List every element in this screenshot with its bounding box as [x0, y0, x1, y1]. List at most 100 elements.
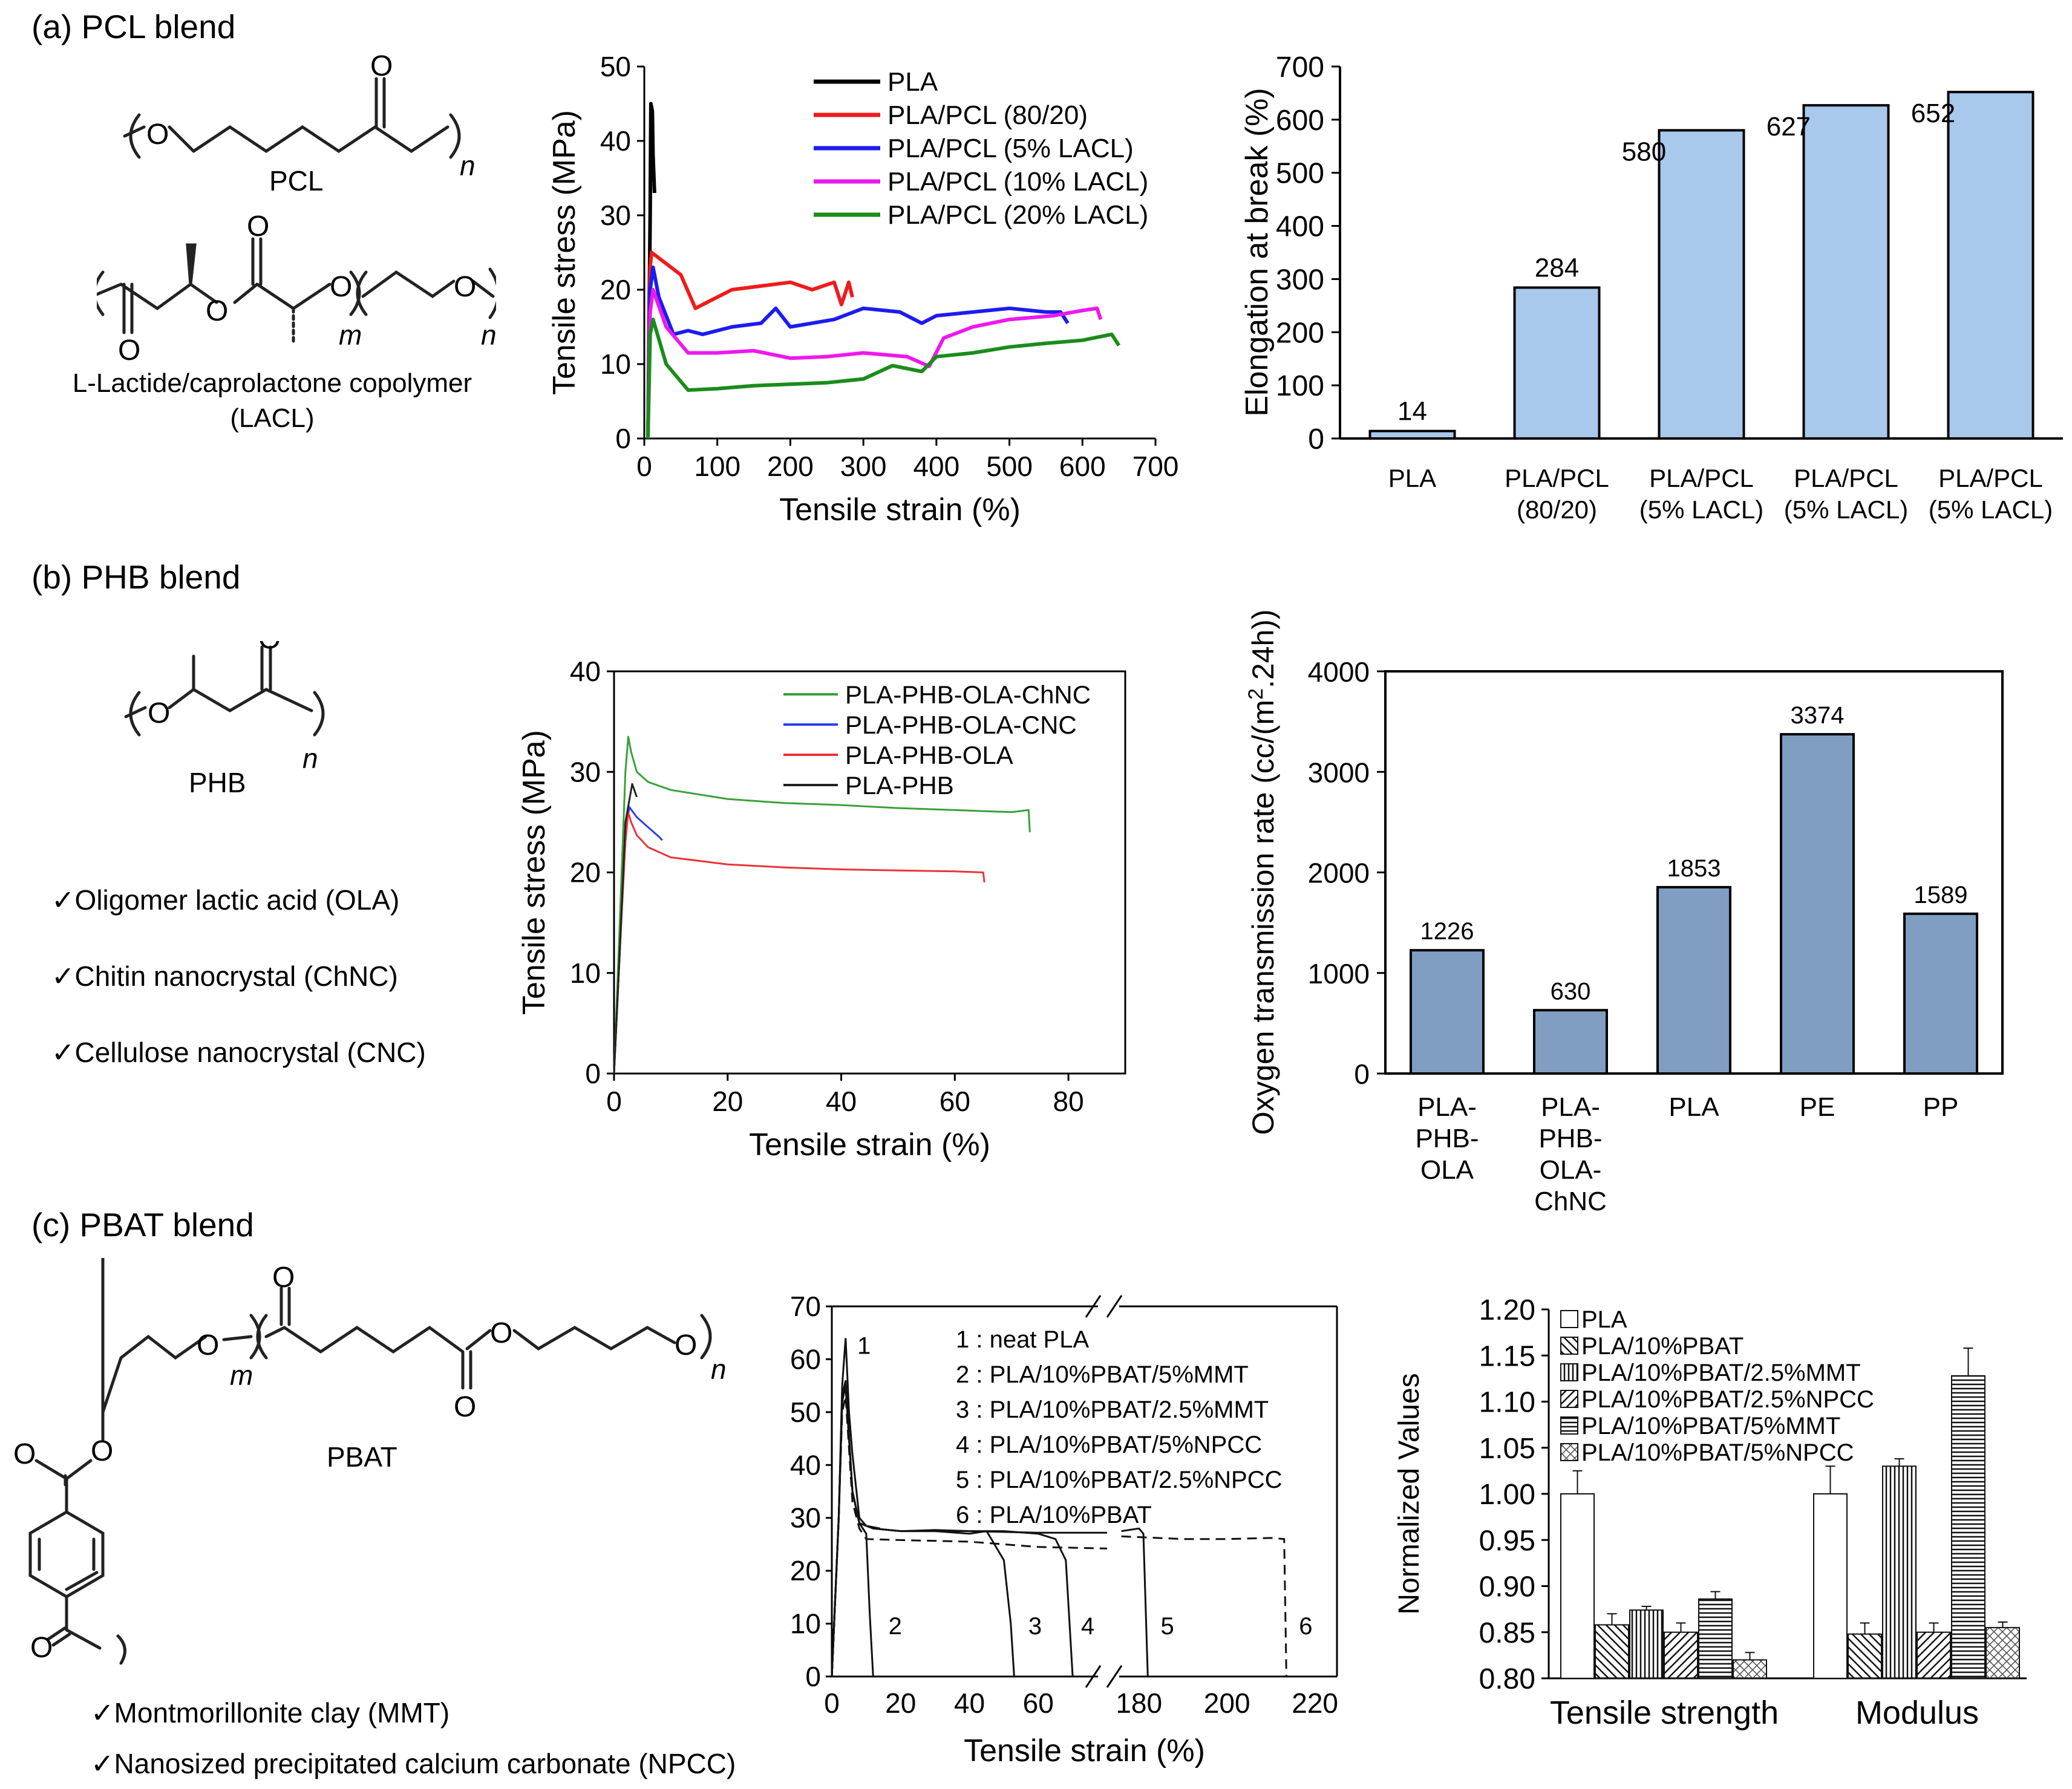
curve-number-label: 6: [1299, 1613, 1312, 1640]
y-tick-label: 1.05: [1479, 1433, 1535, 1465]
bar: [1656, 885, 1731, 1075]
x-group-label: Tensile strength: [1550, 1695, 1779, 1731]
x-tick-label: 40: [826, 1086, 857, 1117]
bar-value-label: 630: [1551, 978, 1591, 1005]
pbat-sub-n: n: [711, 1354, 727, 1385]
bar: [1629, 1609, 1664, 1680]
bar: [1410, 949, 1485, 1075]
curve-number-label: 1: [857, 1333, 871, 1360]
x-tick-label: 60: [940, 1086, 970, 1117]
chart-c-stress-strain: 0 10 20 30 40 50 60 70 0 20 40 60 180 200 220 Tensile s…: [790, 1291, 1338, 1768]
axis-break-mark: [1106, 1665, 1123, 1688]
bar-value-label: 1589: [1914, 882, 1968, 908]
y-tick-label: 30: [790, 1502, 821, 1534]
legend-label: PLA-PHB-OLA-CNC: [845, 711, 1077, 739]
axis-break-mark: [1085, 1295, 1102, 1318]
phb-o-left: O: [148, 697, 170, 729]
x-tick-label: 180: [1116, 1687, 1162, 1719]
legend-label: 4 : PLA/10%PBAT/5%NPCC: [956, 1432, 1262, 1458]
x-tick-label: 200: [767, 451, 814, 482]
bar: [1733, 1659, 1767, 1679]
lacl-o5: O: [454, 271, 476, 303]
x-tick-label: 0: [636, 451, 652, 482]
phb-sub-n: n: [302, 743, 318, 774]
series-line: [1121, 1535, 1287, 1677]
y-tick-label: 3000: [1308, 757, 1370, 788]
y-tick-label: 400: [1276, 211, 1324, 243]
lacl-label: L-Lactide/caprolactone copolymer (LACL): [0, 366, 544, 436]
legend-label: PLA/10%PBAT/5%NPCC: [1581, 1439, 1854, 1466]
y-tick-label: 20: [570, 857, 601, 888]
x-category-label: (5% LACL): [1639, 495, 1763, 524]
legend-label: PLA/PCL (80/20): [887, 100, 1088, 130]
y-tick-label: 200: [1276, 317, 1324, 349]
curve-number-label: 3: [1028, 1613, 1042, 1640]
bar: [1533, 1009, 1608, 1075]
pcl-label: PCL: [269, 165, 323, 197]
check-icon: ✓: [51, 960, 75, 992]
bar: [1813, 1493, 1848, 1679]
x-tick-label: 80: [1053, 1086, 1084, 1117]
legend-swatch: [1560, 1337, 1578, 1355]
series-line: [831, 1385, 1107, 1677]
x-tick-label: 200: [1204, 1687, 1250, 1719]
lacl-sub-n: n: [481, 319, 496, 351]
bar-value-label: 3374: [1791, 702, 1845, 729]
series-line: [646, 318, 1121, 439]
legend-label: PLA: [1581, 1306, 1627, 1333]
bar-value-label: 284: [1535, 253, 1579, 282]
x-category-label: (5% LACL): [1929, 495, 2053, 524]
x-category-label: PLA/PCL: [1794, 464, 1898, 492]
bar: [1882, 1465, 1917, 1679]
phb-additives-list: ✓Oligomer lactic acid (OLA) ✓Chitin nano…: [51, 862, 426, 1090]
y-tick-label: 60: [790, 1343, 821, 1375]
y-tick-label: 40: [600, 125, 631, 157]
y-tick-label: 1.15: [1479, 1340, 1535, 1372]
y-tick-label: 0: [585, 1058, 601, 1089]
chart-b-stress-strain: 0 10 20 30 40 0 20 40 60 80 Tensile strain (%) Tens…: [517, 656, 1126, 1162]
lacl-o3: O: [247, 210, 269, 243]
y-tick-label: 1.00: [1479, 1479, 1535, 1511]
x-category-label: PHB-: [1538, 1124, 1602, 1153]
y-tick-label: 10: [790, 1608, 821, 1640]
bar: [1903, 912, 1978, 1075]
lacl-label-line1: L-Lactide/caprolactone copolymer: [72, 368, 472, 398]
y-tick-label: 0.80: [1479, 1663, 1535, 1695]
y-tick-label: 2000: [1308, 858, 1370, 889]
pbat-o4: O: [490, 1317, 512, 1349]
legend-label: PLA/10%PBAT/5%MMT: [1581, 1413, 1840, 1439]
legend-swatch: [1560, 1310, 1578, 1328]
x-category-label: OLA-: [1540, 1155, 1602, 1185]
x-category-label: ChNC: [1534, 1187, 1607, 1216]
y-tick-label: 0.90: [1479, 1571, 1535, 1603]
series-line: [646, 250, 854, 439]
y-tick-label: 1000: [1308, 958, 1370, 989]
lacl-o2: O: [118, 334, 140, 367]
y-axis-title: Elongation at break (%): [1240, 88, 1275, 416]
check-icon: ✓: [91, 1697, 114, 1729]
chart-c-normalized: 0.80 0.85 0.90 0.95 1.00 1.05 1.10 1.15 1.20 Norm…: [1393, 1294, 2027, 1731]
y-tick-label: 0: [615, 423, 631, 454]
check-icon: ✓: [51, 1037, 75, 1068]
bar: [1560, 1493, 1595, 1679]
x-category-label: PLA-: [1417, 1092, 1477, 1122]
pbat-additive-mmt: ✓Montmorillonite clay (MMT): [91, 1697, 450, 1729]
phb-structure: O O n PHB: [124, 641, 325, 798]
y-axis-title: Oxygen transmission rate (cc/(m2.24h)): [1244, 609, 1280, 1135]
y-axis-title: Tensile stress (MPa): [517, 730, 552, 1015]
section-a-title: (a) PCL blend: [31, 8, 236, 45]
y-tick-label: 600: [1276, 105, 1324, 137]
legend-swatch: [1560, 1390, 1578, 1408]
x-category-label: PLA: [1668, 1092, 1719, 1122]
x-tick-label: 500: [986, 451, 1033, 482]
pbat-o2: O: [272, 1262, 295, 1294]
x-tick-label: 0: [606, 1086, 622, 1117]
x-category-label: (80/20): [1517, 495, 1597, 524]
y-tick-label: 40: [790, 1449, 821, 1481]
bar: [1951, 1375, 1985, 1680]
lacl-label-line2: (LACL): [230, 403, 315, 433]
y-tick-label: 1.20: [1479, 1294, 1535, 1326]
y-tick-label: 0.85: [1479, 1617, 1535, 1649]
series-line: [613, 735, 1031, 1074]
x-category-label: PE: [1800, 1092, 1835, 1122]
